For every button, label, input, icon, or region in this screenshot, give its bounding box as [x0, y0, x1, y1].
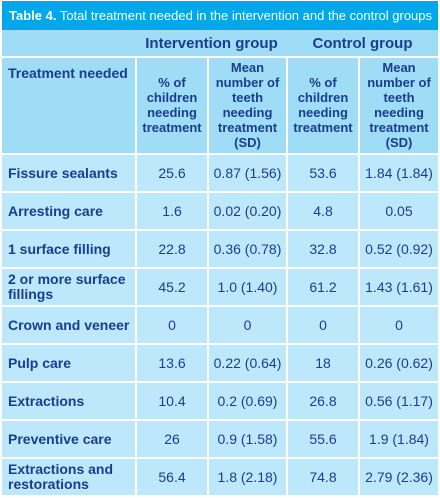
control-mean-cell: 1.84 (1.84) [357, 153, 439, 192]
intervention-mean-cell: 0.87 (1.56) [207, 153, 287, 192]
intervention-mean-header: Mean number of teeth needing treatment (… [207, 57, 287, 154]
subheader-row: Treatment needed % of children needing t… [2, 57, 439, 154]
row-label: Crown and veneer [2, 305, 136, 344]
control-pct-cell: 74.8 [286, 457, 359, 495]
control-mean-cell: 0.05 [357, 191, 439, 230]
group-header-row: Intervention group Control group [2, 30, 439, 58]
table-row: Preventive care 26 0.9 (1.58) 55.6 1.9 (… [2, 419, 439, 458]
table-row: 1 surface filling 22.8 0.36 (0.78) 32.8 … [2, 229, 439, 268]
table-row: Pulp care 13.6 0.22 (0.64) 18 0.26 (0.62… [2, 343, 439, 382]
control-pct-cell: 4.8 [286, 191, 359, 230]
row-label: Arresting care [2, 191, 136, 230]
control-pct-cell: 55.6 [286, 419, 359, 458]
intervention-mean-cell: 0.22 (0.64) [207, 343, 287, 382]
caption-label: Table 4. [9, 8, 57, 23]
row-label: Pulp care [2, 343, 136, 382]
intervention-pct-cell: 25.6 [135, 153, 208, 192]
intervention-pct-cell: 22.8 [135, 229, 208, 268]
row-label: 2 or more surface fillings [2, 267, 136, 306]
control-mean-cell: 0.56 (1.17) [357, 381, 439, 420]
control-mean-cell: 0.26 (0.62) [357, 343, 439, 382]
row-label: Extractions and restorations [2, 457, 136, 495]
table-row: Crown and veneer 0 0 0 0 [2, 305, 439, 344]
control-pct-cell: 32.8 [286, 229, 359, 268]
table-row: Extractions 10.4 0.2 (0.69) 26.8 0.56 (1… [2, 381, 439, 420]
control-mean-cell: 0.52 (0.92) [357, 229, 439, 268]
intervention-mean-cell: 0.36 (0.78) [207, 229, 287, 268]
row-label: Fissure sealants [2, 153, 136, 192]
control-pct-cell: 0 [286, 305, 359, 344]
control-mean-cell: 1.43 (1.61) [357, 267, 439, 306]
row-label: 1 surface filling [2, 229, 136, 268]
control-pct-cell: 53.6 [286, 153, 359, 192]
row-label: Preventive care [2, 419, 136, 458]
intervention-group-header: Intervention group [136, 30, 287, 58]
table-row: 2 or more surface fillings 45.2 1.0 (1.4… [2, 267, 439, 306]
table-caption: Table 4. Total treatment needed in the i… [2, 1, 438, 30]
treatment-table: Intervention group Control group Treatme… [2, 30, 439, 495]
header-blank-cell [2, 30, 136, 58]
control-mean-cell: 1.9 (1.84) [357, 419, 439, 458]
control-pct-cell: 26.8 [286, 381, 359, 420]
intervention-pct-cell: 0 [135, 305, 208, 344]
table-row: Arresting care 1.6 0.02 (0.20) 4.8 0.05 [2, 191, 439, 230]
control-mean-cell: 2.79 (2.36) [357, 457, 439, 495]
intervention-pct-cell: 13.6 [135, 343, 208, 382]
intervention-mean-cell: 0 [207, 305, 287, 344]
table-row: Extractions and restorations 56.4 1.8 (2… [2, 457, 439, 495]
control-pct-header: % of children needing treatment [286, 57, 359, 154]
caption-text: Total treatment needed in the interventi… [56, 8, 433, 23]
intervention-mean-cell: 0.9 (1.58) [207, 419, 287, 458]
control-mean-header: Mean number of teeth needing treatment (… [357, 57, 439, 154]
intervention-mean-cell: 0.02 (0.20) [207, 191, 287, 230]
intervention-pct-cell: 56.4 [135, 457, 208, 495]
control-pct-cell: 18 [286, 343, 359, 382]
table-row: Fissure sealants 25.6 0.87 (1.56) 53.6 1… [2, 153, 439, 192]
control-pct-cell: 61.2 [286, 267, 359, 306]
intervention-mean-cell: 1.0 (1.40) [207, 267, 287, 306]
intervention-pct-cell: 1.6 [135, 191, 208, 230]
intervention-mean-cell: 1.8 (2.18) [207, 457, 287, 495]
treatment-needed-header: Treatment needed [2, 57, 136, 154]
intervention-pct-cell: 26 [135, 419, 208, 458]
row-label: Extractions [2, 381, 136, 420]
intervention-pct-header: % of children needing treatment [135, 57, 208, 154]
control-group-header: Control group [287, 30, 439, 58]
control-mean-cell: 0 [357, 305, 439, 344]
intervention-pct-cell: 45.2 [135, 267, 208, 306]
intervention-pct-cell: 10.4 [135, 381, 208, 420]
intervention-mean-cell: 0.2 (0.69) [207, 381, 287, 420]
